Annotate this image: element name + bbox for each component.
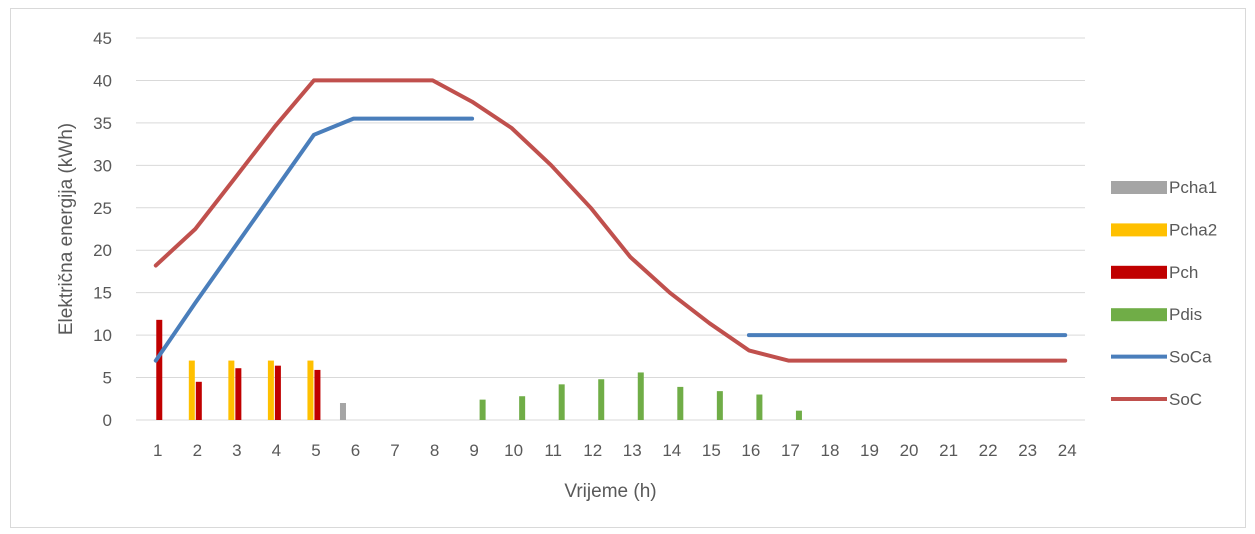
x-tick-label: 3 — [232, 441, 241, 460]
bar-pdis-10 — [519, 396, 526, 420]
y-tick-label: 5 — [103, 369, 112, 388]
y-tick-label: 15 — [93, 284, 112, 303]
x-tick-label: 16 — [741, 441, 760, 460]
x-tick-label: 12 — [583, 441, 602, 460]
bar-pch-5 — [314, 369, 321, 420]
y-axis-title: Električna energija (kWh) — [56, 123, 77, 335]
x-tick-label: 10 — [504, 441, 523, 460]
x-tick-label: 20 — [900, 441, 919, 460]
bar-pdis-16 — [756, 394, 763, 420]
x-tick-label: 22 — [979, 441, 998, 460]
x-tick-label: 8 — [430, 441, 439, 460]
bar-pdis-13 — [637, 372, 644, 420]
bar-pch-3 — [235, 368, 242, 420]
x-tick-label: 2 — [193, 441, 202, 460]
x-tick-label: 18 — [821, 441, 840, 460]
y-tick-label: 35 — [93, 114, 112, 133]
gridlines — [136, 37, 1085, 421]
bar-pcha2-3 — [228, 360, 235, 420]
legend-swatch-pcha1 — [1111, 181, 1167, 194]
bar-pdis-12 — [598, 379, 605, 420]
x-axis-title: Vrijeme (h) — [564, 481, 656, 502]
bar-pcha2-5 — [307, 360, 314, 420]
x-tick-label: 24 — [1058, 441, 1077, 460]
x-tick-label: 13 — [623, 441, 642, 460]
legend: Pcha1 Pcha2 Pch Pdis SoCa SoC — [1111, 178, 1217, 409]
bar-pcha2-4 — [267, 360, 274, 420]
y-tick-label: 10 — [93, 326, 112, 345]
x-tick-label: 4 — [272, 441, 281, 460]
bar-pch-1 — [156, 319, 163, 420]
y-tick-label: 40 — [93, 71, 112, 90]
y-tick-label: 45 — [93, 29, 112, 48]
bar-pcha2-2 — [188, 360, 195, 420]
bar-pdis-9 — [479, 399, 486, 420]
bars — [156, 319, 802, 420]
bar-pch-2 — [195, 381, 202, 420]
x-tick-label: 11 — [544, 441, 562, 460]
bar-pdis-14 — [677, 386, 684, 420]
x-tick-label: 6 — [351, 441, 360, 460]
x-tick-label: 21 — [939, 441, 958, 460]
bar-pch-4 — [274, 365, 281, 420]
y-tick-label: 30 — [93, 156, 112, 175]
y-tick-label: 25 — [93, 199, 112, 218]
legend-label-soca: SoCa — [1169, 348, 1212, 367]
line-soc — [153, 78, 1068, 363]
bar-pdis-15 — [716, 391, 723, 420]
legend-swatch-pcha2 — [1111, 223, 1167, 237]
x-tick-label: 17 — [781, 441, 800, 460]
legend-swatch-pdis — [1111, 308, 1167, 322]
x-tick-label: 7 — [390, 441, 399, 460]
chart-frame — [10, 8, 1246, 528]
legend-label-pdis: Pdis — [1169, 305, 1202, 324]
legend-label-pch: Pch — [1169, 263, 1198, 282]
x-tick-label: 5 — [311, 441, 320, 460]
x-tick-label: 19 — [860, 441, 879, 460]
y-tick-label: 20 — [93, 241, 112, 260]
line-soca — [153, 116, 1068, 363]
x-tick-label: 9 — [469, 441, 478, 460]
legend-swatch-pch — [1111, 265, 1167, 279]
x-tick-label: 1 — [153, 441, 162, 460]
legend-label-pcha2: Pcha2 — [1169, 220, 1217, 239]
legend-label-pcha1: Pcha1 — [1169, 178, 1217, 197]
x-tick-label: 15 — [702, 441, 721, 460]
lines — [153, 78, 1068, 363]
legend-label-soc: SoC — [1169, 390, 1202, 409]
y-tick-labels: 0 5 10 15 20 25 30 35 40 45 — [93, 29, 112, 430]
bar-pcha1-6 — [339, 403, 346, 420]
bar-pdis-17 — [795, 410, 802, 420]
bar-pdis-11 — [558, 384, 565, 420]
x-tick-label: 23 — [1018, 441, 1037, 460]
x-tick-label: 14 — [662, 441, 681, 460]
y-tick-label: 0 — [103, 411, 112, 430]
x-tick-labels: 1 2 3 4 5 6 7 8 9 10 11 12 13 14 15 16 17 18 19 20 21 22 23 24 — [153, 441, 1077, 460]
